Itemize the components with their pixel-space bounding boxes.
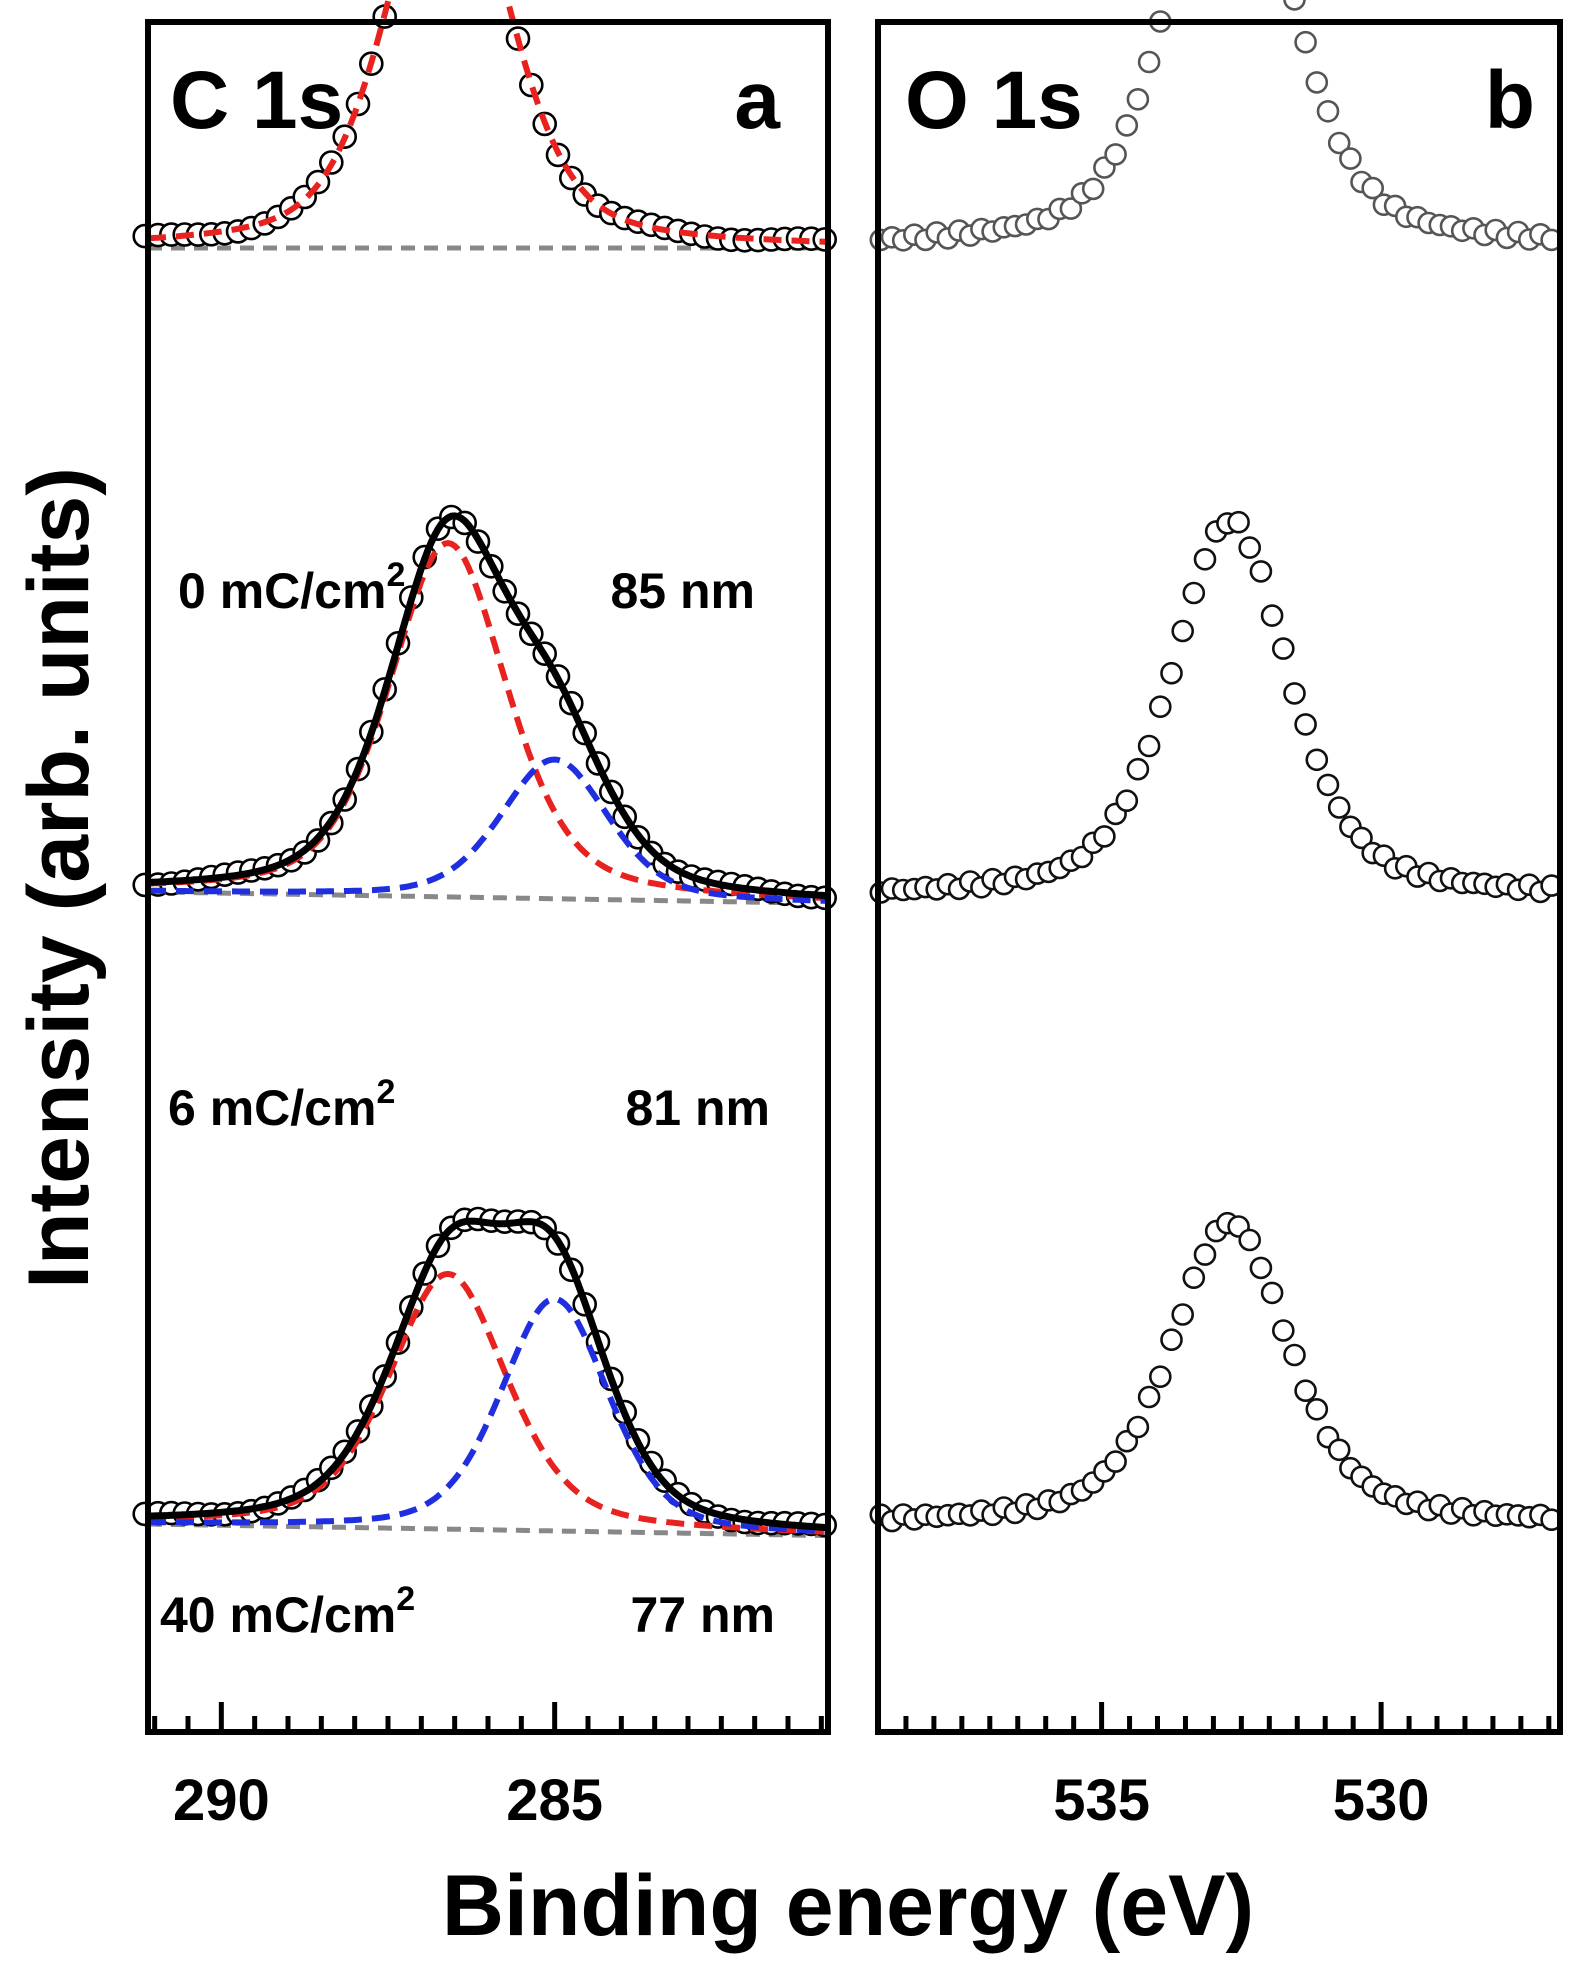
o1s-spectrum-2-point-41 xyxy=(1327,1438,1351,1462)
panel-a-label: a xyxy=(734,55,781,146)
o1s-spectrum-2-data-points xyxy=(869,1211,1563,1533)
panel-a-x-axis: 290 285 xyxy=(152,1702,824,1833)
o1s-spectrum-0-point-21 xyxy=(1104,143,1127,166)
o1s-spectrum-1-point-24 xyxy=(1137,734,1161,758)
o1s-spectrum-0-point-37 xyxy=(1283,0,1306,11)
panel-a-x-tick-label-0: 290 xyxy=(173,1768,270,1833)
o1s-spectrum-2-point-21 xyxy=(1104,1450,1127,1473)
o1s-spectrum-1-point-39 xyxy=(1305,748,1329,772)
panel-b-title: O 1s xyxy=(905,55,1083,146)
o1s-spectrum-0-point-44 xyxy=(1361,176,1384,200)
spectrum-1-envelope xyxy=(147,512,829,900)
spectrum-0-point-29 xyxy=(518,72,544,98)
panel-a-title: C 1s xyxy=(170,55,343,146)
o1s-spectrum-2-point-35 xyxy=(1260,1281,1284,1305)
o1s-spectrum-1-point-32 xyxy=(1227,510,1250,534)
spectrum-2-component-1 xyxy=(147,1270,829,1535)
o1s-spectrum-1-point-29 xyxy=(1193,547,1217,571)
o1s-spectrum-2-point-33 xyxy=(1238,1228,1261,1252)
o1s-spectrum-1-point-36 xyxy=(1272,637,1295,660)
o1s-spectrum-1-point-26 xyxy=(1160,661,1183,685)
o1s-spectrum-0-point-38 xyxy=(1294,30,1317,54)
spectrum-1-component-2 xyxy=(147,756,829,904)
panel-a-annotations: 0 mC/cm2 85 nm 6 mC/cm2 81 nm 40 mC/cm2 … xyxy=(160,556,775,1643)
o1s-spectrum-2-point-28 xyxy=(1182,1266,1206,1289)
o1s-spectrum-2-point-34 xyxy=(1249,1256,1273,1280)
o1s-spectrum-0-point-17 xyxy=(1059,197,1083,220)
o1s-spectrum-0-point-22 xyxy=(1115,114,1139,137)
o1s-spectrum-1-point-20 xyxy=(1093,825,1116,848)
o1s-spectrum-0-data-points xyxy=(869,0,1563,252)
o1s-spectrum-1-point-25 xyxy=(1149,695,1172,719)
panel-b-label: b xyxy=(1485,55,1535,146)
thickness-label-0: 85 nm xyxy=(610,563,755,619)
o1s-spectrum-0-point-24 xyxy=(1137,50,1161,74)
o1s-spectrum-1-point-22 xyxy=(1115,789,1139,813)
o1s-spectrum-1-point-37 xyxy=(1283,682,1306,705)
spectrum-2-data-points xyxy=(132,1206,838,1538)
o1s-spectrum-1-point-38 xyxy=(1294,713,1317,736)
spectrum-2-envelope xyxy=(147,1217,829,1532)
panel-a-plot-area xyxy=(132,0,838,1539)
o1s-spectrum-2-point-24 xyxy=(1137,1385,1161,1409)
o1s-spectrum-0-point-23 xyxy=(1126,88,1150,111)
spectrum-0-point-16 xyxy=(345,91,371,117)
dose-label-0: 0 mC/cm2 xyxy=(178,556,405,619)
o1s-spectrum-2-point-36 xyxy=(1272,1319,1295,1342)
o1s-spectrum-2-point-38 xyxy=(1294,1379,1317,1402)
o1s-spectrum-1-point-27 xyxy=(1171,619,1194,643)
o1s-spectrum-0-point-39 xyxy=(1305,71,1329,94)
o1s-spectrum-1-point-35 xyxy=(1260,604,1284,627)
panel-a-x-tick-label-1: 285 xyxy=(506,1768,603,1833)
dose-label-2: 40 mC/cm2 xyxy=(160,1580,415,1643)
o1s-spectrum-2-point-29 xyxy=(1193,1243,1217,1266)
panel-b-x-axis: 535 530 xyxy=(875,1702,1552,1833)
x-axis-title: Binding energy (eV) xyxy=(442,1858,1254,1954)
o1s-spectrum-1-point-40 xyxy=(1316,773,1340,797)
thickness-label-1: 81 nm xyxy=(625,1080,770,1136)
o1s-spectrum-0-point-42 xyxy=(1339,147,1362,170)
o1s-spectrum-2-point-26 xyxy=(1160,1328,1183,1351)
o1s-spectrum-2-point-27 xyxy=(1171,1303,1194,1326)
o1s-spectrum-1-point-33 xyxy=(1238,536,1261,559)
o1s-spectrum-0-point-19 xyxy=(1081,177,1105,201)
spectrum-0-component-1 xyxy=(147,0,829,245)
spectrum-2-component-2 xyxy=(148,1295,829,1535)
panel-b-x-tick-label-0: 535 xyxy=(1053,1768,1150,1833)
o1s-spectrum-1-data-points xyxy=(869,510,1563,904)
panel-b-frame xyxy=(875,19,1563,1735)
o1s-spectrum-1-point-34 xyxy=(1249,560,1273,583)
y-axis-title: Intensity (arb. units) xyxy=(11,467,107,1289)
o1s-spectrum-2-point-39 xyxy=(1305,1398,1329,1421)
o1s-spectrum-1-point-43 xyxy=(1350,826,1373,850)
o1s-spectrum-1-point-28 xyxy=(1182,581,1206,605)
o1s-spectrum-2-point-37 xyxy=(1283,1343,1306,1367)
panel-a-c1s: C 1s a 0 mC/cm2 85 nm 6 mC/cm2 81 nm 40 … xyxy=(132,0,838,1833)
o1s-spectrum-1-point-23 xyxy=(1126,757,1150,781)
o1s-spectrum-1-point-41 xyxy=(1327,796,1351,819)
dose-label-1: 6 mC/cm2 xyxy=(168,1073,395,1136)
panel-b-plot-area xyxy=(869,0,1563,1533)
o1s-spectrum-0-point-41 xyxy=(1327,131,1351,155)
o1s-spectrum-0-point-40 xyxy=(1316,100,1340,123)
thickness-label-2: 77 nm xyxy=(630,1587,775,1643)
o1s-spectrum-2-point-25 xyxy=(1149,1365,1172,1388)
o1s-spectrum-2-point-23 xyxy=(1126,1415,1150,1439)
panel-b-o1s: O 1s b 535 530 xyxy=(869,0,1563,1833)
panel-b-x-tick-label-1: 530 xyxy=(1333,1768,1430,1833)
